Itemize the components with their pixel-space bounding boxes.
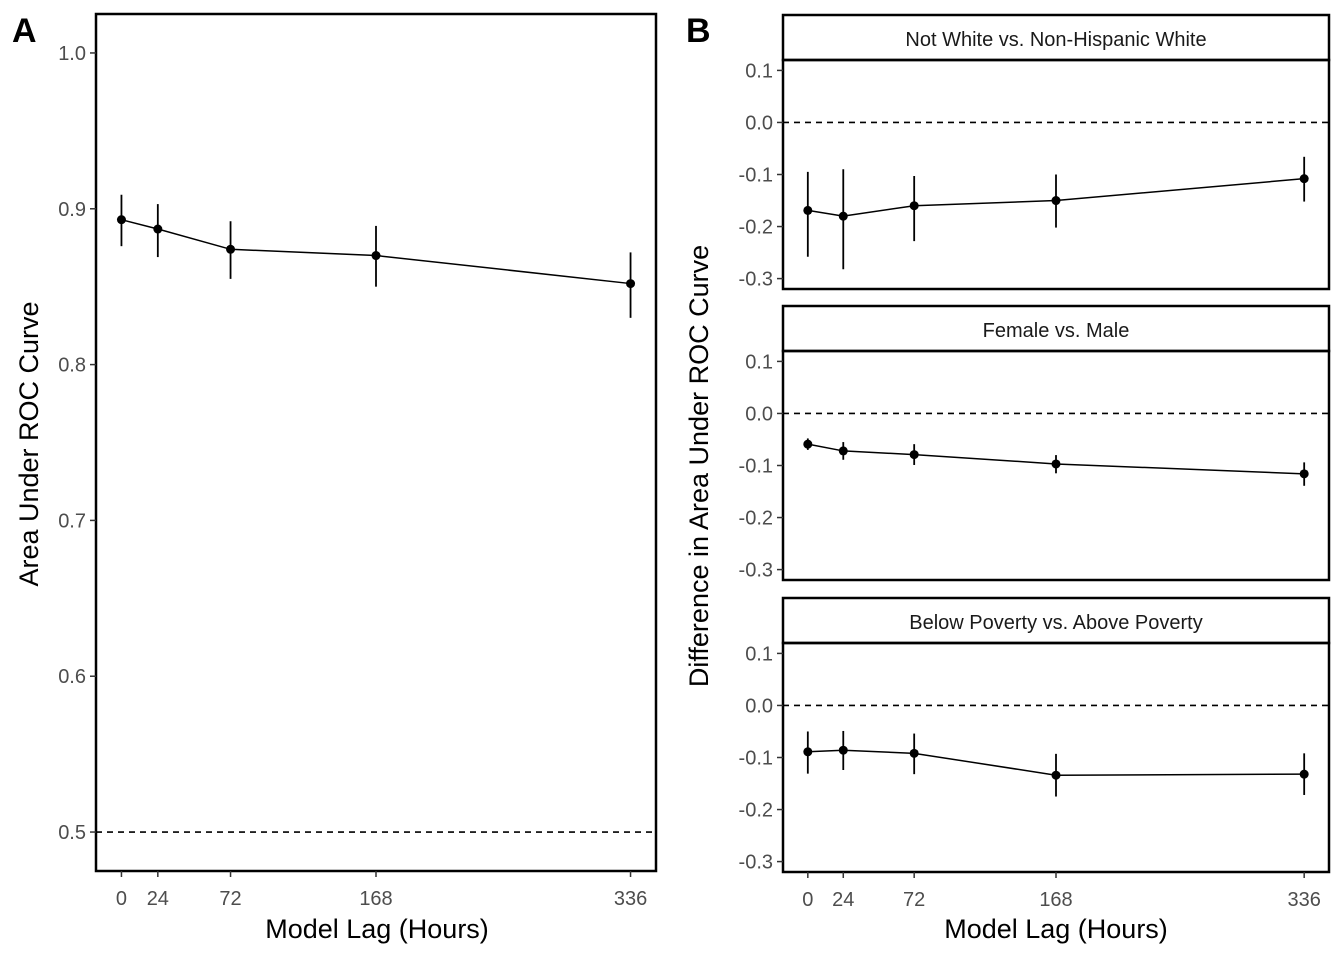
data-point — [838, 446, 848, 456]
x-tick-label: 72 — [219, 888, 241, 910]
y-tick-label: 0.0 — [745, 112, 773, 134]
data-point — [116, 215, 126, 225]
data-point — [1299, 469, 1309, 479]
x-tick-label: 24 — [832, 889, 854, 911]
y-tick-label: -0.2 — [739, 800, 773, 822]
panel-a-x-title: Model Lag (Hours) — [265, 914, 489, 944]
y-tick-label: 0.6 — [58, 666, 86, 688]
panel-a-y-title: Area Under ROC Curve — [14, 301, 44, 586]
facet-strip — [781, 13, 1331, 62]
facet-strip-label: Not White vs. Non-Hispanic White — [905, 29, 1206, 51]
y-tick-label: -0.2 — [739, 217, 773, 239]
data-point — [803, 747, 813, 757]
y-tick-label: 0.8 — [58, 355, 86, 377]
x-tick-label: 72 — [903, 889, 925, 911]
data-point — [909, 450, 919, 460]
data-point — [226, 244, 236, 254]
y-tick-label: 0.0 — [745, 695, 773, 717]
y-tick-label: 0.1 — [745, 60, 773, 82]
x-tick-label: 336 — [1287, 889, 1320, 911]
data-point — [838, 211, 848, 221]
data-point — [1051, 196, 1061, 206]
panel-b-x-title: Model Lag (Hours) — [944, 914, 1168, 944]
panel-b-y-title: Difference in Area Under ROC Curve — [684, 245, 714, 687]
panel-a-plot: 0.5 0.6 0.7 0.8 0.9 1.0 0 24 72 168 336 — [58, 12, 658, 910]
y-tick-label: 0.1 — [745, 643, 773, 665]
panel-b-tag: B — [686, 12, 711, 50]
x-tick-label: 168 — [359, 888, 392, 910]
facet-3: Below Poverty vs. Above Poverty -0.3 -0.2 -… — [739, 596, 1331, 911]
y-tick-label: -0.1 — [739, 748, 773, 770]
facet-2: Female vs. Male -0.3 -0.2 -0.1 0.0 0.1 — [739, 304, 1331, 582]
x-tick-label: 0 — [116, 888, 127, 910]
data-point — [838, 745, 848, 755]
y-tick-label: 0.9 — [58, 199, 86, 221]
y-tick-label: 0.5 — [58, 822, 86, 844]
y-tick-label: 1.0 — [58, 43, 86, 65]
y-tick-label: -0.1 — [739, 165, 773, 187]
y-tick-label: -0.3 — [739, 560, 773, 582]
data-point — [1299, 769, 1309, 779]
facet-strip-label: Below Poverty vs. Above Poverty — [909, 612, 1202, 634]
x-tick-label: 168 — [1039, 889, 1072, 911]
y-tick-label: 0.1 — [745, 351, 773, 373]
y-tick-label: 0.7 — [58, 510, 86, 532]
data-point — [1051, 459, 1061, 469]
y-tick-label: -0.3 — [739, 269, 773, 291]
facet-1: Not White vs. Non-Hispanic White -0.3 -0.2… — [739, 13, 1331, 291]
data-point — [371, 251, 381, 261]
data-point — [909, 748, 919, 758]
data-point — [909, 201, 919, 211]
data-point — [803, 439, 813, 449]
data-point — [626, 279, 636, 289]
y-tick-label: -0.2 — [739, 508, 773, 530]
facet-strip — [781, 304, 1331, 353]
x-tick-label: 24 — [147, 888, 169, 910]
panel-b: B Not White vs. Non-Hispanic White -0.3 -0… — [684, 12, 1331, 944]
y-tick-label: -0.3 — [739, 852, 773, 874]
panel-a-tag: A — [12, 12, 37, 50]
data-point — [1299, 174, 1309, 184]
data-point — [803, 205, 813, 215]
data-point — [153, 224, 163, 234]
panel-b-plot: Not White vs. Non-Hispanic White -0.3 -0.2… — [739, 13, 1331, 911]
data-point — [1051, 770, 1061, 780]
panel-frame — [94, 12, 658, 873]
x-tick-label: 0 — [802, 889, 813, 911]
facet-strip — [781, 596, 1331, 645]
y-tick-label: 0.0 — [745, 403, 773, 425]
x-tick-label: 336 — [614, 888, 647, 910]
facet-strip-label: Female vs. Male — [983, 320, 1130, 342]
y-tick-label: -0.1 — [739, 456, 773, 478]
panel-a: A 0.5 0.6 0.7 0.8 0.9 1.0 0 24 72 168 336 Model La… — [12, 12, 658, 944]
